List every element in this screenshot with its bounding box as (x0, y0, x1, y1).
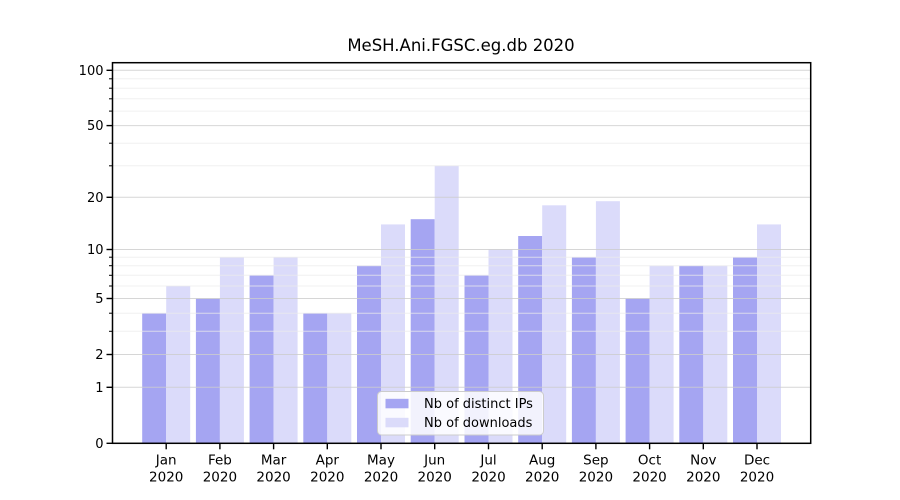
x-tick-label-may: May (367, 452, 395, 468)
bar-mar-downloads (273, 257, 298, 444)
bar-sep-distinct-ips (571, 257, 596, 444)
bar-jan-downloads (166, 286, 191, 444)
axes-layer: 0125102050100Jan2020Feb2020Mar2020Apr202… (79, 61, 812, 485)
grid-layer (112, 69, 811, 388)
y-tick-label-100: 100 (79, 64, 104, 79)
legend-swatch-downloads (385, 417, 409, 428)
chart-title: MeSH.Ani.FGSC.eg.db 2020 (347, 36, 574, 55)
x-tick-year-sep: 2020 (579, 469, 613, 485)
bar-oct-distinct-ips (625, 298, 650, 444)
x-tick-label-oct: Oct (638, 452, 661, 468)
x-tick-label-jul: Jul (479, 452, 496, 468)
y-tick-label-2: 2 (95, 348, 103, 363)
bar-jan-distinct-ips (142, 313, 167, 444)
x-tick-label-sep: Sep (583, 452, 608, 468)
y-tick-label-50: 50 (87, 119, 104, 134)
x-tick-label-feb: Feb (208, 452, 232, 468)
bar-feb-downloads (219, 257, 244, 444)
bar-dec-downloads (757, 224, 781, 444)
x-tick-year-jun: 2020 (418, 469, 452, 485)
x-tick-year-mar: 2020 (256, 469, 290, 485)
x-tick-label-apr: Apr (316, 452, 340, 468)
x-tick-year-jul: 2020 (471, 469, 505, 485)
x-tick-year-may: 2020 (364, 469, 398, 485)
legend-label-downloads: Nb of downloads (424, 416, 533, 431)
y-tick-label-0: 0 (95, 437, 103, 452)
x-tick-year-feb: 2020 (203, 469, 237, 485)
bar-dec-distinct-ips (733, 257, 757, 444)
x-tick-label-dec: Dec (744, 452, 770, 468)
plot-border (111, 61, 812, 445)
x-tick-label-jun: Jun (423, 452, 445, 468)
x-tick-label-aug: Aug (529, 452, 555, 468)
bar-mar-distinct-ips (249, 275, 274, 444)
legend: Nb of distinct IPs Nb of downloads (377, 391, 544, 436)
x-tick-year-jan: 2020 (149, 469, 183, 485)
x-tick-year-oct: 2020 (632, 469, 666, 485)
y-tick-label-5: 5 (95, 292, 103, 307)
x-tick-label-nov: Nov (690, 452, 716, 468)
bar-sep-downloads (595, 201, 620, 444)
x-tick-year-dec: 2020 (740, 469, 774, 485)
x-tick-label-mar: Mar (261, 452, 287, 468)
bar-aug-downloads (542, 205, 567, 444)
legend-swatch-distinct-ips (385, 398, 409, 409)
bar-apr-distinct-ips (303, 313, 328, 444)
x-tick-year-apr: 2020 (310, 469, 344, 485)
x-tick-label-jan: Jan (155, 452, 177, 468)
x-tick-year-nov: 2020 (686, 469, 720, 485)
y-tick-label-10: 10 (87, 243, 104, 258)
bar-apr-downloads (327, 313, 352, 444)
legend-label-distinct-ips: Nb of distinct IPs (424, 397, 533, 412)
y-tick-label-1: 1 (95, 381, 103, 396)
legend-box (377, 391, 544, 436)
x-tick-year-aug: 2020 (525, 469, 559, 485)
bar-feb-distinct-ips (195, 298, 220, 444)
y-tick-label-20: 20 (87, 191, 104, 206)
